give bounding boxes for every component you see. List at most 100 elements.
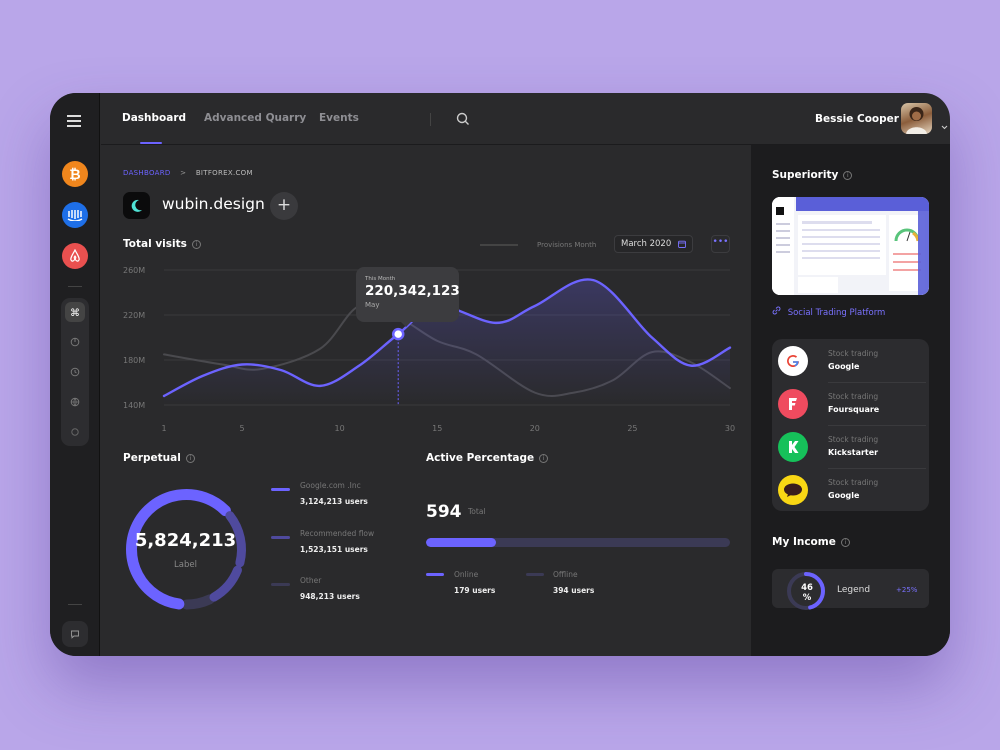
x-tick-label: 10 — [335, 424, 345, 433]
top-bar: Dashboard Advanced Quarry Events Bessie … — [101, 93, 950, 145]
active-tab-indicator — [140, 142, 162, 144]
rail-divider — [68, 286, 82, 287]
legend-swatch — [271, 583, 290, 586]
search-icon[interactable] — [456, 111, 470, 130]
online-value: 179 users — [454, 586, 496, 595]
y-tick-label: 180M — [123, 356, 145, 365]
site-logo — [123, 192, 150, 219]
x-tick-label: 1 — [161, 424, 166, 433]
superiority-label: Superiority — [772, 169, 839, 181]
chat-icon[interactable] — [62, 621, 88, 647]
tab-events[interactable]: Events — [319, 112, 359, 124]
donut-segment — [181, 594, 215, 610]
social-trading-link[interactable]: Social Trading Platform — [772, 306, 885, 318]
left-rail: ₿ ⌘ — [50, 93, 100, 656]
perpetual-total: 5,824,213 — [134, 530, 237, 551]
y-tick-label: 260M — [123, 266, 145, 275]
legend-label: Provisions Month — [537, 241, 597, 249]
donut-segment — [126, 489, 231, 610]
svg-text:⌘: ⌘ — [70, 308, 80, 317]
income-card: 46% Legend +25% — [772, 569, 929, 610]
avatar[interactable] — [901, 103, 932, 134]
tooltip-label: This Month — [365, 276, 396, 282]
perpetual-item-value: 948,213 users — [300, 592, 360, 601]
online-label: Online — [454, 570, 479, 579]
info-icon[interactable]: i — [185, 454, 195, 463]
perpetual-item-name: Recommended flow — [300, 529, 375, 538]
perpetual-donut — [126, 489, 246, 610]
stock-name: Foursquare — [828, 405, 880, 414]
nav-divider — [430, 113, 431, 126]
chevron-down-icon[interactable] — [941, 115, 948, 134]
active-percentage-title: Active Percentage i — [426, 452, 549, 464]
legend-line — [480, 244, 518, 246]
bitcoin-icon[interactable]: ₿ — [62, 161, 88, 187]
settings-icon[interactable] — [65, 422, 85, 442]
legend-swatch — [271, 488, 290, 491]
stock-name: Google — [828, 491, 860, 500]
command-icon[interactable]: ⌘ — [65, 302, 85, 322]
x-tick-label: 15 — [432, 424, 442, 433]
globe-icon[interactable] — [65, 392, 85, 412]
google-icon — [778, 346, 808, 376]
stock-name: Kickstarter — [828, 448, 879, 457]
info-icon[interactable]: i — [840, 538, 850, 547]
more-options-button[interactable]: ••• — [711, 235, 730, 253]
breadcrumb-root[interactable]: DASHBOARD — [123, 169, 171, 177]
stock-category: Stock trading — [828, 392, 879, 401]
list-item[interactable]: Stock trading Google — [772, 339, 929, 382]
offline-label: Offline — [553, 570, 578, 579]
superiority-title: Superiority i — [772, 169, 853, 181]
svg-text:₿: ₿ — [69, 167, 80, 182]
pie-chart-icon[interactable] — [65, 332, 85, 352]
social-trading-label: Social Trading Platform — [787, 308, 886, 318]
perpetual-label: Perpetual — [123, 452, 181, 464]
series-area — [164, 279, 730, 405]
info-icon[interactable]: i — [539, 454, 549, 463]
foursquare-icon — [778, 389, 808, 419]
income-ring — [787, 572, 825, 610]
online-swatch — [426, 573, 444, 576]
tooltip-month: May — [365, 301, 380, 309]
perpetual-item-value: 1,523,151 users — [300, 545, 368, 554]
add-button[interactable]: + — [270, 192, 298, 220]
divider — [828, 468, 926, 469]
breadcrumb: DASHBOARD > BITFOREX.COM — [123, 169, 253, 177]
divider — [828, 425, 926, 426]
stock-name: Google — [828, 362, 860, 371]
user-name[interactable]: Bessie Cooper — [815, 113, 899, 125]
list-item[interactable]: Stock trading Kickstarter — [772, 425, 929, 468]
date-value: March 2020 — [621, 239, 672, 249]
info-icon[interactable]: i — [191, 240, 201, 249]
list-item[interactable]: Stock trading Foursquare — [772, 382, 929, 425]
menu-icon[interactable] — [67, 115, 81, 130]
perpetual-item-name: Other — [300, 576, 322, 585]
donut-segment — [209, 565, 242, 602]
tooltip-value: 220,342,123 — [365, 283, 460, 299]
donut-segment — [225, 511, 246, 568]
info-icon[interactable]: i — [843, 171, 853, 180]
active-progress-fill — [426, 538, 496, 547]
intercom-icon[interactable] — [62, 202, 88, 228]
chart-tooltip: This Month 220,342,123 May — [356, 267, 460, 327]
kickstarter-icon — [778, 432, 808, 462]
site-name: wubin.design — [162, 195, 265, 213]
link-icon — [772, 306, 781, 318]
tab-dashboard[interactable]: Dashboard — [122, 112, 187, 124]
active-total-value: 594 — [426, 502, 462, 522]
platform-preview-image[interactable] — [772, 197, 929, 295]
income-legend: Legend — [837, 585, 871, 595]
total-visits-title: Total visits i — [123, 238, 201, 250]
tab-advanced-quarry[interactable]: Advanced Quarry — [204, 112, 307, 124]
right-panel: Superiority i Social Trading Plat — [751, 145, 950, 656]
perpetual-item-value: 3,124,213 users — [300, 497, 368, 506]
perpetual-title: Perpetual i — [123, 452, 195, 464]
offline-swatch — [526, 573, 544, 576]
airbnb-icon[interactable] — [62, 243, 88, 269]
kakaotalk-icon — [778, 475, 808, 505]
list-item[interactable]: Stock trading Google — [772, 468, 929, 511]
rail-divider — [68, 604, 82, 605]
calendar-icon — [678, 240, 686, 251]
clock-icon[interactable] — [65, 362, 85, 382]
date-picker[interactable]: March 2020 — [614, 235, 693, 253]
